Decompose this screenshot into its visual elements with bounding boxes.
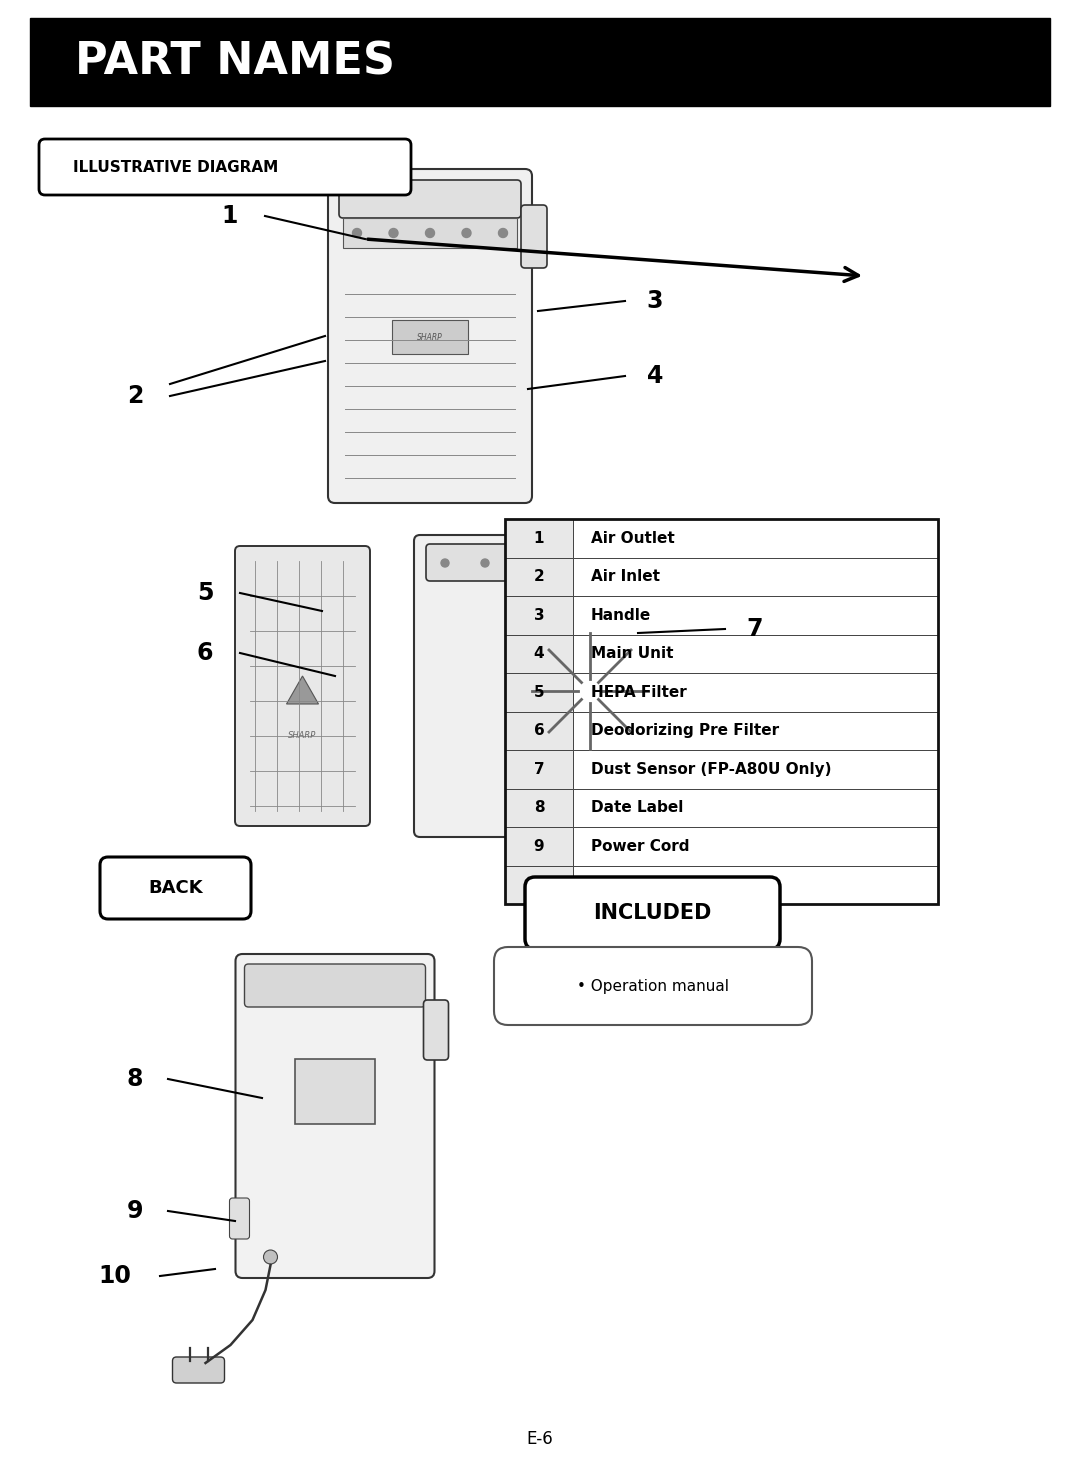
Text: Deodorizing Pre Filter: Deodorizing Pre Filter bbox=[591, 724, 779, 738]
FancyBboxPatch shape bbox=[39, 138, 411, 196]
Text: SHARP: SHARP bbox=[288, 731, 316, 740]
Text: Plug: Plug bbox=[591, 877, 629, 893]
Circle shape bbox=[389, 228, 399, 237]
FancyBboxPatch shape bbox=[505, 674, 573, 712]
Circle shape bbox=[499, 228, 508, 237]
Text: 8: 8 bbox=[534, 800, 544, 815]
FancyBboxPatch shape bbox=[525, 877, 780, 949]
FancyBboxPatch shape bbox=[244, 964, 426, 1008]
Text: 1: 1 bbox=[534, 531, 544, 546]
FancyBboxPatch shape bbox=[505, 519, 573, 558]
Polygon shape bbox=[286, 677, 319, 705]
Circle shape bbox=[522, 624, 658, 759]
Circle shape bbox=[352, 228, 362, 237]
FancyBboxPatch shape bbox=[235, 546, 370, 827]
Circle shape bbox=[426, 228, 434, 237]
Text: Power Cord: Power Cord bbox=[591, 838, 689, 853]
FancyBboxPatch shape bbox=[295, 1059, 375, 1124]
Text: 6: 6 bbox=[534, 724, 544, 738]
Text: 2: 2 bbox=[126, 384, 144, 407]
Text: INCLUDED: INCLUDED bbox=[593, 903, 712, 922]
Text: 5: 5 bbox=[534, 684, 544, 700]
Text: 9: 9 bbox=[126, 1199, 144, 1222]
Text: 6: 6 bbox=[197, 641, 213, 665]
Text: Date Label: Date Label bbox=[591, 800, 684, 815]
FancyBboxPatch shape bbox=[30, 18, 1050, 106]
Circle shape bbox=[462, 228, 471, 237]
FancyBboxPatch shape bbox=[573, 827, 939, 865]
FancyBboxPatch shape bbox=[573, 519, 939, 558]
Text: ILLUSTRATIVE DIAGRAM: ILLUSTRATIVE DIAGRAM bbox=[73, 159, 279, 175]
Text: Dust Sensor (FP-A80U Only): Dust Sensor (FP-A80U Only) bbox=[591, 762, 832, 777]
Text: Air Outlet: Air Outlet bbox=[591, 531, 675, 546]
FancyBboxPatch shape bbox=[651, 569, 677, 630]
Text: E-6: E-6 bbox=[527, 1430, 553, 1447]
Circle shape bbox=[561, 559, 569, 566]
Text: 2: 2 bbox=[534, 569, 544, 584]
Text: 3: 3 bbox=[534, 608, 544, 622]
FancyBboxPatch shape bbox=[573, 750, 939, 788]
FancyBboxPatch shape bbox=[505, 865, 573, 905]
Text: Handle: Handle bbox=[591, 608, 651, 622]
FancyBboxPatch shape bbox=[494, 947, 812, 1025]
Circle shape bbox=[441, 559, 449, 566]
FancyBboxPatch shape bbox=[505, 596, 573, 634]
FancyBboxPatch shape bbox=[414, 535, 596, 837]
Text: 7: 7 bbox=[746, 616, 764, 641]
FancyBboxPatch shape bbox=[426, 544, 584, 581]
FancyBboxPatch shape bbox=[505, 712, 573, 750]
Circle shape bbox=[264, 1250, 278, 1264]
FancyBboxPatch shape bbox=[339, 179, 521, 218]
FancyBboxPatch shape bbox=[100, 858, 251, 919]
FancyBboxPatch shape bbox=[235, 955, 434, 1278]
Text: SHARP: SHARP bbox=[417, 332, 443, 341]
FancyBboxPatch shape bbox=[573, 712, 939, 750]
Text: PART NAMES: PART NAMES bbox=[75, 41, 395, 84]
Text: 3: 3 bbox=[647, 288, 663, 313]
Text: 4: 4 bbox=[534, 646, 544, 662]
Text: 5: 5 bbox=[197, 581, 213, 605]
Text: 4: 4 bbox=[647, 363, 663, 388]
Circle shape bbox=[581, 683, 599, 700]
Text: 7: 7 bbox=[534, 762, 544, 777]
Circle shape bbox=[521, 559, 529, 566]
FancyBboxPatch shape bbox=[505, 634, 573, 674]
Circle shape bbox=[481, 559, 489, 566]
Text: 1: 1 bbox=[221, 204, 239, 228]
FancyBboxPatch shape bbox=[423, 1000, 448, 1061]
FancyBboxPatch shape bbox=[392, 321, 468, 355]
FancyBboxPatch shape bbox=[505, 827, 573, 865]
FancyBboxPatch shape bbox=[173, 1358, 225, 1383]
Text: BACK: BACK bbox=[148, 880, 203, 897]
Text: 9: 9 bbox=[534, 838, 544, 853]
Text: Air Inlet: Air Inlet bbox=[591, 569, 660, 584]
Text: • Operation manual: • Operation manual bbox=[577, 978, 729, 993]
FancyBboxPatch shape bbox=[573, 788, 939, 827]
Text: Main Unit: Main Unit bbox=[591, 646, 674, 662]
FancyBboxPatch shape bbox=[343, 218, 517, 249]
FancyBboxPatch shape bbox=[505, 750, 573, 788]
Text: 10: 10 bbox=[528, 877, 550, 893]
FancyBboxPatch shape bbox=[505, 558, 573, 596]
Text: 10: 10 bbox=[98, 1264, 132, 1289]
FancyBboxPatch shape bbox=[573, 596, 939, 634]
FancyBboxPatch shape bbox=[573, 634, 939, 674]
FancyBboxPatch shape bbox=[573, 865, 939, 905]
Text: HEPA Filter: HEPA Filter bbox=[591, 684, 687, 700]
FancyBboxPatch shape bbox=[521, 204, 546, 268]
FancyBboxPatch shape bbox=[505, 788, 573, 827]
FancyBboxPatch shape bbox=[328, 169, 532, 503]
Text: 8: 8 bbox=[126, 1066, 144, 1091]
FancyBboxPatch shape bbox=[229, 1197, 249, 1239]
FancyBboxPatch shape bbox=[573, 558, 939, 596]
FancyBboxPatch shape bbox=[573, 674, 939, 712]
